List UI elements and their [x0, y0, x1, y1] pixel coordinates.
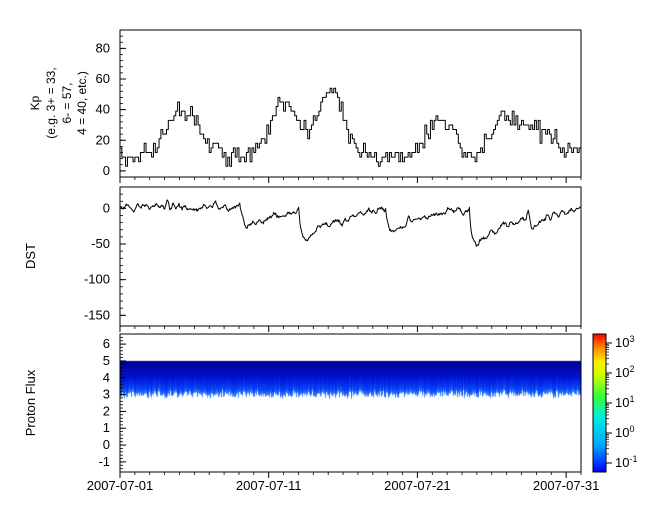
svg-text:-1: -1	[98, 454, 110, 469]
svg-text:1: 1	[103, 420, 110, 435]
svg-text:2007-07-11: 2007-07-11	[236, 478, 302, 493]
svg-text:80: 80	[96, 40, 110, 55]
svg-text:101: 101	[615, 394, 634, 410]
svg-text:10-1: 10-1	[615, 454, 637, 470]
svg-text:-50: -50	[91, 236, 110, 251]
svg-text:2: 2	[103, 403, 110, 418]
svg-text:40: 40	[96, 102, 110, 117]
svg-text:2007-07-01: 2007-07-01	[87, 478, 154, 493]
svg-text:20: 20	[96, 132, 110, 147]
svg-text:DST: DST	[23, 243, 38, 269]
svg-text:6: 6	[103, 336, 110, 351]
svg-text:0: 0	[103, 200, 110, 215]
svg-text:2007-07-31: 2007-07-31	[533, 478, 600, 493]
svg-text:0: 0	[103, 437, 110, 452]
svg-text:100: 100	[615, 424, 634, 440]
svg-text:4 = 40, etc.): 4 = 40, etc.)	[75, 71, 89, 135]
svg-text:5: 5	[103, 353, 110, 368]
svg-text:-100: -100	[84, 272, 110, 287]
svg-text:Proton Flux: Proton Flux	[23, 369, 38, 436]
svg-text:3: 3	[103, 387, 110, 402]
svg-text:6- = 57,: 6- = 57,	[60, 82, 74, 123]
svg-text:102: 102	[615, 364, 634, 380]
svg-text:Kp: Kp	[28, 95, 42, 110]
svg-text:0: 0	[103, 163, 110, 178]
svg-text:-150: -150	[84, 307, 110, 322]
svg-text:(e.g. 3+ = 33,: (e.g. 3+ = 33,	[44, 67, 58, 138]
svg-text:103: 103	[615, 334, 634, 350]
svg-text:4: 4	[103, 370, 110, 385]
svg-text:60: 60	[96, 71, 110, 86]
svg-text:2007-07-21: 2007-07-21	[384, 478, 451, 493]
